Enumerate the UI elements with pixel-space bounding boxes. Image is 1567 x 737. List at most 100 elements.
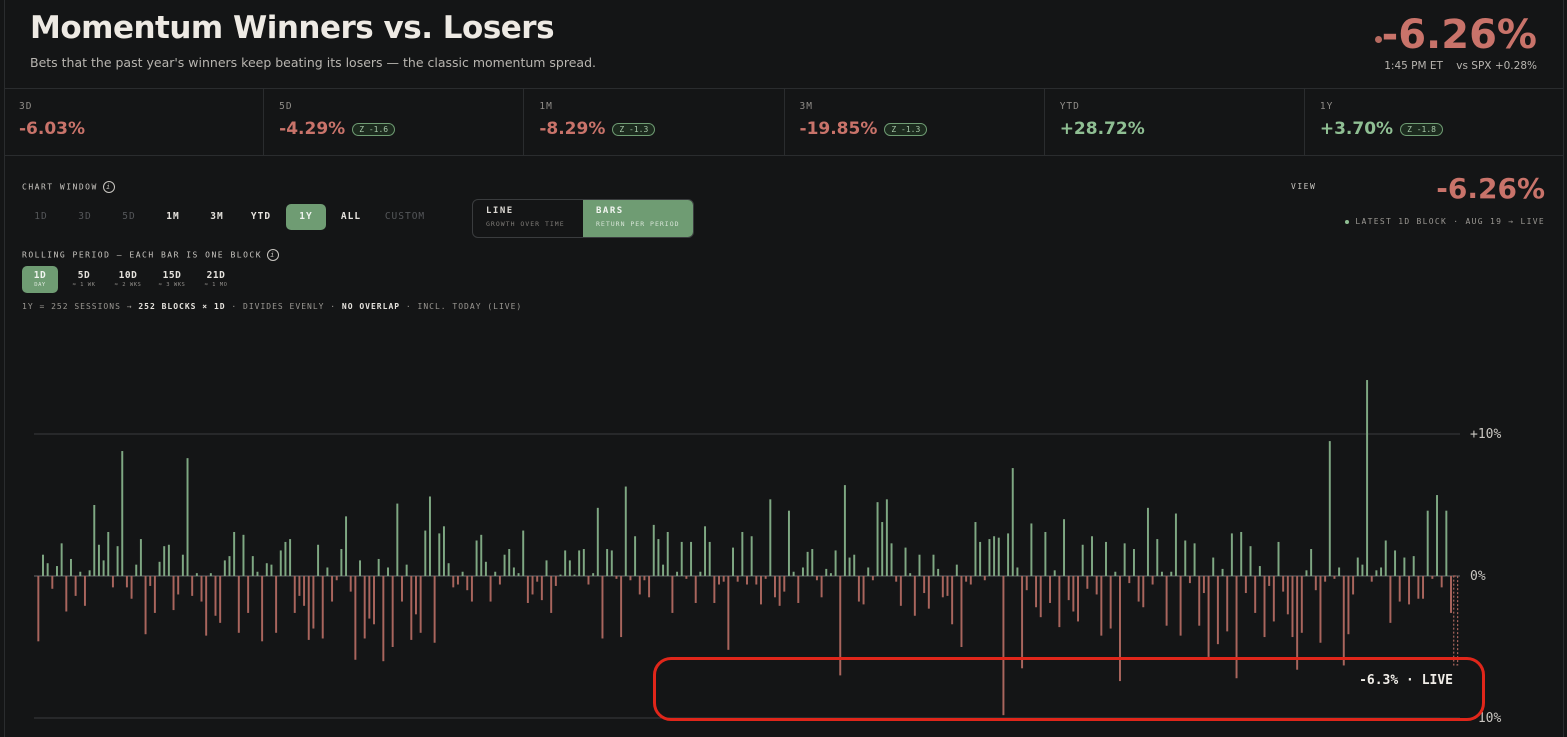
bar-negative <box>620 576 623 638</box>
stat-3m[interactable]: 3M -19.85% Z -1.3 <box>785 89 1045 155</box>
bar-positive <box>885 499 888 576</box>
bar-positive <box>447 563 450 576</box>
period-button-15d[interactable]: 15D ≈ 3 WKS <box>154 266 190 293</box>
window-button-3d[interactable]: 3D <box>78 211 92 222</box>
bar-positive <box>1170 571 1173 576</box>
bar-positive <box>750 536 753 576</box>
bar-positive <box>890 543 893 576</box>
info-icon[interactable]: i <box>102 181 115 193</box>
bar-positive <box>825 568 828 576</box>
bar-negative <box>498 576 501 585</box>
bar-negative <box>685 576 688 579</box>
bar-negative <box>601 576 604 639</box>
bar-positive <box>163 546 166 576</box>
bar-negative <box>111 576 114 588</box>
bar-positive <box>503 554 506 576</box>
stat-value: -8.29% Z -1.3 <box>539 119 656 139</box>
bar-positive <box>1436 495 1438 576</box>
bar-negative <box>536 576 539 582</box>
bar-positive <box>1011 468 1014 576</box>
bar-positive <box>606 549 609 576</box>
bar-positive <box>1030 523 1033 576</box>
line-view-button[interactable]: LINE GROWTH OVER TIME <box>473 200 583 237</box>
bar-positive <box>559 574 562 576</box>
bar-positive <box>1132 549 1135 576</box>
period-button-10d[interactable]: 10D ≈ 2 WKS <box>110 266 146 293</box>
live-label: -6.3% · LIVE <box>1359 673 1453 688</box>
bar-negative <box>983 576 986 581</box>
window-button-ytd[interactable]: YTD <box>250 211 272 222</box>
window-button-custom[interactable]: CUSTOM <box>384 211 426 222</box>
bar-positive <box>979 541 982 576</box>
bar-negative <box>410 576 413 640</box>
stat-1y[interactable]: 1Y +3.70% Z -1.8 <box>1305 89 1564 155</box>
bar-positive <box>1212 557 1215 576</box>
period-button-5d[interactable]: 5D ≈ 1 WK <box>66 266 102 293</box>
stat-label: 1M <box>539 101 553 112</box>
bar-positive <box>792 571 795 576</box>
bar-positive <box>387 567 389 576</box>
bars-view-button[interactable]: BARS RETURN PER PERIOD <box>583 200 693 237</box>
bar-positive <box>195 573 198 576</box>
bar-negative <box>335 576 338 581</box>
bar-positive <box>634 536 637 576</box>
bar-positive <box>233 531 236 576</box>
bar-negative <box>587 576 590 585</box>
callout-highlight <box>653 657 1485 721</box>
bar-negative <box>200 576 203 602</box>
bar-positive <box>596 507 599 576</box>
bar-positive <box>158 561 161 576</box>
z-score-badge: Z -1.6 <box>352 122 396 136</box>
window-button-1y[interactable]: 1Y <box>286 204 326 230</box>
bar-positive <box>1146 507 1149 576</box>
period-sub: ≈ 2 WKS <box>114 282 142 288</box>
bar-negative <box>1333 576 1336 579</box>
bar-positive <box>1277 541 1280 576</box>
bar-negative <box>540 576 543 601</box>
bar-positive <box>265 563 268 576</box>
bar-positive <box>135 564 138 576</box>
window-button-all[interactable]: ALL <box>340 211 362 222</box>
bar-positive <box>904 547 907 576</box>
bar-negative <box>1450 576 1452 613</box>
bar-negative <box>1226 576 1229 632</box>
stat-3d[interactable]: 3D -6.03% <box>4 89 265 155</box>
bar-negative <box>368 576 371 619</box>
period-button-1d[interactable]: 1D DAY <box>22 266 58 293</box>
window-button-5d[interactable]: 5D <box>122 211 136 222</box>
window-button-1d[interactable]: 1D <box>34 211 48 222</box>
bar-positive <box>345 516 348 576</box>
bar-negative <box>1021 576 1024 669</box>
bar-negative <box>531 576 534 595</box>
bar-negative <box>1342 576 1345 666</box>
stat-1m[interactable]: 1M -8.29% Z -1.3 <box>524 89 785 155</box>
bar-negative <box>1300 576 1303 633</box>
stat-ytd[interactable]: YTD +28.72% <box>1045 89 1305 155</box>
bar-positive <box>517 573 520 576</box>
bar-negative <box>191 576 194 596</box>
bar-chart: +10%0%-10%-6.3% · LIVE <box>34 380 1501 726</box>
bar-positive <box>708 541 711 576</box>
window-button-3m[interactable]: 3M <box>210 211 224 222</box>
header-meta: 1:45 PM ET vs SPX +0.28% <box>1374 60 1537 72</box>
bar-negative <box>764 576 767 579</box>
bar-positive <box>1305 570 1308 576</box>
period-sub: ≈ 1 WK <box>72 282 96 288</box>
bar-negative <box>172 576 175 611</box>
window-button-1m[interactable]: 1M <box>166 211 180 222</box>
bar-positive <box>116 546 119 576</box>
bar-positive <box>1445 510 1448 576</box>
bar-positive <box>1356 557 1359 576</box>
period-button-21d[interactable]: 21D ≈ 1 MO <box>198 266 234 293</box>
bar-positive <box>512 567 515 576</box>
bar-negative <box>554 576 557 586</box>
bar-positive <box>1174 513 1177 576</box>
bar-positive <box>69 558 72 576</box>
bar-positive <box>270 564 273 576</box>
bar-negative <box>1002 576 1005 716</box>
bar-negative <box>1324 576 1327 582</box>
stat-5d[interactable]: 5D -4.29% Z -1.6 <box>264 89 525 155</box>
bar-positive <box>676 571 679 576</box>
bar-negative <box>1352 576 1355 595</box>
info-icon[interactable]: i <box>267 249 280 261</box>
